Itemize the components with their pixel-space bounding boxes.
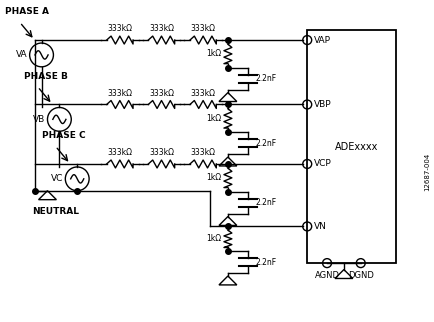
Text: VN: VN bbox=[313, 222, 326, 231]
Text: 333kΩ: 333kΩ bbox=[190, 148, 215, 157]
Text: ADExxxx: ADExxxx bbox=[334, 142, 378, 152]
Text: 12687-004: 12687-004 bbox=[423, 153, 429, 191]
Polygon shape bbox=[306, 30, 395, 263]
Text: DGND: DGND bbox=[347, 270, 373, 279]
Text: PHASE B: PHASE B bbox=[23, 72, 67, 81]
Text: 333kΩ: 333kΩ bbox=[190, 24, 215, 33]
Text: 333kΩ: 333kΩ bbox=[107, 148, 132, 157]
Text: 1kΩ: 1kΩ bbox=[205, 173, 220, 182]
Text: 333kΩ: 333kΩ bbox=[148, 89, 174, 98]
Text: 2.2nF: 2.2nF bbox=[255, 74, 276, 83]
Text: 2.2nF: 2.2nF bbox=[255, 139, 276, 148]
Text: VA: VA bbox=[16, 51, 28, 60]
Text: 333kΩ: 333kΩ bbox=[148, 148, 174, 157]
Text: 1kΩ: 1kΩ bbox=[205, 50, 220, 58]
Text: AGND: AGND bbox=[314, 270, 339, 279]
Text: 333kΩ: 333kΩ bbox=[107, 24, 132, 33]
Text: VB: VB bbox=[33, 115, 46, 124]
Text: 333kΩ: 333kΩ bbox=[107, 89, 132, 98]
Text: VC: VC bbox=[51, 174, 63, 183]
Text: 2.2nF: 2.2nF bbox=[255, 198, 276, 207]
Text: 1kΩ: 1kΩ bbox=[205, 114, 220, 123]
Text: VAP: VAP bbox=[313, 35, 330, 44]
Text: PHASE A: PHASE A bbox=[5, 7, 49, 16]
Text: VBP: VBP bbox=[313, 100, 331, 109]
Text: 1kΩ: 1kΩ bbox=[205, 234, 220, 243]
Text: 333kΩ: 333kΩ bbox=[190, 89, 215, 98]
Text: 333kΩ: 333kΩ bbox=[148, 24, 174, 33]
Text: NEUTRAL: NEUTRAL bbox=[33, 207, 79, 216]
Text: VCP: VCP bbox=[313, 159, 331, 168]
Text: 2.2nF: 2.2nF bbox=[255, 258, 276, 267]
Text: PHASE C: PHASE C bbox=[41, 131, 85, 140]
